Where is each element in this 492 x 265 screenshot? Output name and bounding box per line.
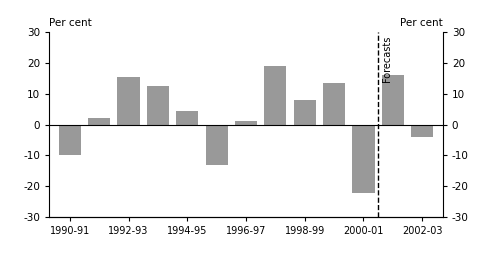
Text: Forecasts: Forecasts (382, 36, 392, 82)
Bar (59, 125, 81, 156)
Bar (382, 75, 404, 125)
Bar (147, 86, 169, 125)
Text: Per cent: Per cent (400, 18, 443, 28)
Bar (206, 125, 228, 165)
Bar (235, 121, 257, 125)
Bar (411, 125, 433, 137)
Bar (264, 66, 286, 125)
Bar (176, 111, 198, 125)
Bar (352, 125, 374, 193)
Bar (118, 77, 140, 125)
Bar (294, 100, 316, 125)
Text: Per cent: Per cent (49, 18, 92, 28)
Bar (323, 83, 345, 125)
Bar (88, 118, 110, 125)
